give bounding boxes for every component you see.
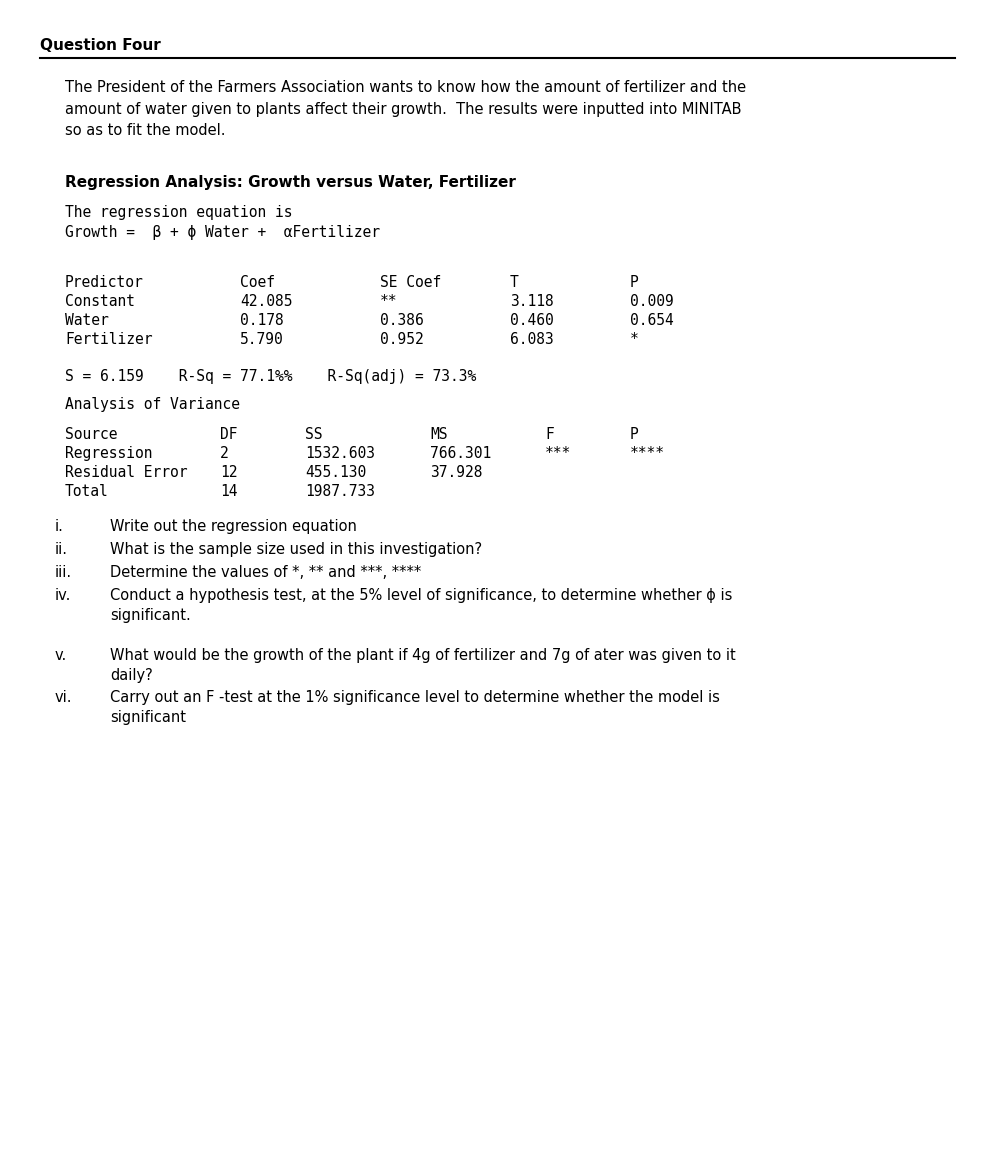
- Text: MS: MS: [430, 427, 448, 442]
- Text: Coef: Coef: [240, 275, 275, 290]
- Text: The President of the Farmers Association wants to know how the amount of fertili: The President of the Farmers Association…: [65, 80, 746, 138]
- Text: ***: ***: [545, 445, 572, 460]
- Text: The regression equation is: The regression equation is: [65, 205, 293, 220]
- Text: Total: Total: [65, 484, 109, 499]
- Text: iv.: iv.: [55, 589, 72, 604]
- Text: 1987.733: 1987.733: [305, 484, 375, 499]
- Text: ii.: ii.: [55, 542, 68, 557]
- Text: 12: 12: [220, 465, 238, 480]
- Text: T: T: [510, 275, 518, 290]
- Text: What is the sample size used in this investigation?: What is the sample size used in this inv…: [110, 542, 482, 557]
- Text: 37.928: 37.928: [430, 465, 482, 480]
- Text: S = 6.159    R-Sq = 77.1%%    R-Sq(adj) = 73.3%: S = 6.159 R-Sq = 77.1%% R-Sq(adj) = 73.3…: [65, 369, 476, 384]
- Text: ****: ****: [630, 445, 665, 460]
- Text: *: *: [630, 332, 638, 347]
- Text: Residual Error: Residual Error: [65, 465, 188, 480]
- Text: DF: DF: [220, 427, 238, 442]
- Text: SE Coef: SE Coef: [380, 275, 441, 290]
- Text: iii.: iii.: [55, 565, 72, 580]
- Text: Conduct a hypothesis test, at the 5% level of significance, to determine whether: Conduct a hypothesis test, at the 5% lev…: [110, 589, 733, 623]
- Text: i.: i.: [55, 519, 64, 534]
- Text: Carry out an F -test at the 1% significance level to determine whether the model: Carry out an F -test at the 1% significa…: [110, 690, 720, 726]
- Text: Constant: Constant: [65, 294, 135, 309]
- Text: Water: Water: [65, 313, 109, 328]
- Text: **: **: [380, 294, 398, 309]
- Text: 42.085: 42.085: [240, 294, 293, 309]
- Text: Write out the regression equation: Write out the regression equation: [110, 519, 356, 534]
- Text: 1532.603: 1532.603: [305, 445, 375, 460]
- Text: v.: v.: [55, 649, 67, 664]
- Text: Predictor: Predictor: [65, 275, 143, 290]
- Text: 0.009: 0.009: [630, 294, 674, 309]
- Text: F: F: [545, 427, 554, 442]
- Text: Source: Source: [65, 427, 118, 442]
- Text: Determine the values of *, ** and ***, ****: Determine the values of *, ** and ***, *…: [110, 565, 421, 580]
- Text: 6.083: 6.083: [510, 332, 554, 347]
- Text: P: P: [630, 275, 638, 290]
- Text: Analysis of Variance: Analysis of Variance: [65, 397, 240, 412]
- Text: 0.460: 0.460: [510, 313, 554, 328]
- Text: SS: SS: [305, 427, 322, 442]
- Text: 455.130: 455.130: [305, 465, 366, 480]
- Text: vi.: vi.: [55, 690, 73, 705]
- Text: Growth =  β + ϕ Water +  αFertilizer: Growth = β + ϕ Water + αFertilizer: [65, 225, 380, 240]
- Text: 0.654: 0.654: [630, 313, 674, 328]
- Text: 0.386: 0.386: [380, 313, 424, 328]
- Text: 14: 14: [220, 484, 238, 499]
- Text: 766.301: 766.301: [430, 445, 491, 460]
- Text: 5.790: 5.790: [240, 332, 284, 347]
- Text: P: P: [630, 427, 638, 442]
- Text: Question Four: Question Four: [40, 38, 161, 53]
- Text: Regression: Regression: [65, 445, 152, 460]
- Text: 0.952: 0.952: [380, 332, 424, 347]
- Text: Fertilizer: Fertilizer: [65, 332, 152, 347]
- Text: 2: 2: [220, 445, 229, 460]
- Text: Regression Analysis: Growth versus Water, Fertilizer: Regression Analysis: Growth versus Water…: [65, 175, 516, 190]
- Text: What would be the growth of the plant if 4g of fertilizer and 7g of ater was giv: What would be the growth of the plant if…: [110, 649, 736, 683]
- Text: 0.178: 0.178: [240, 313, 284, 328]
- Text: 3.118: 3.118: [510, 294, 554, 309]
